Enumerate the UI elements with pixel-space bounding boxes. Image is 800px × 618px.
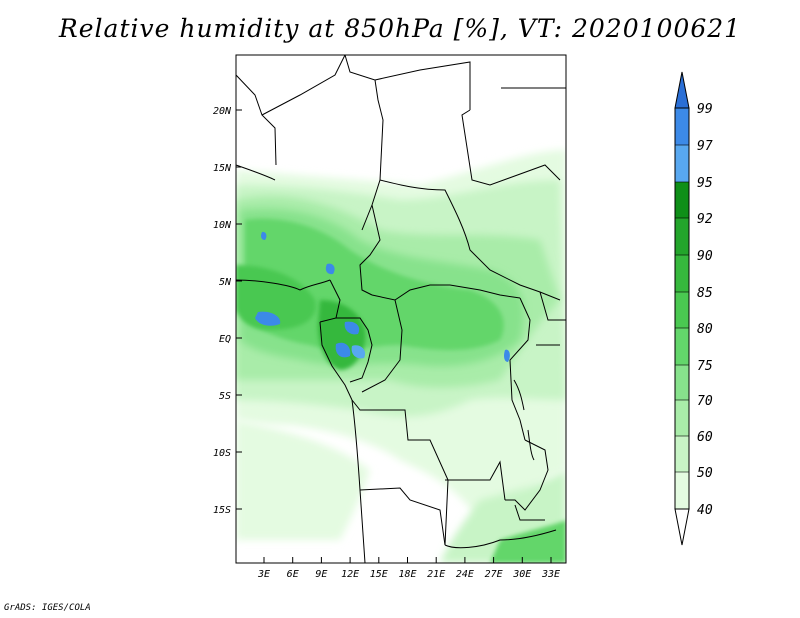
lon-tick-label: 15E bbox=[370, 569, 388, 580]
lon-tick-label: 30E bbox=[512, 569, 531, 580]
lat-tick-label: 15N bbox=[213, 163, 232, 174]
colorbar-label: 90 bbox=[697, 249, 713, 264]
colorbar-label: 75 bbox=[697, 359, 713, 374]
lat-tick-label: 5S bbox=[219, 391, 231, 402]
colorbar-label: 60 bbox=[697, 430, 713, 445]
lat-tick-label: EQ bbox=[219, 334, 231, 345]
colorbar-segment bbox=[675, 218, 689, 255]
lon-tick-label: 12E bbox=[341, 569, 359, 580]
lat-tick-label: 10N bbox=[213, 220, 232, 231]
colorbar-segment bbox=[675, 108, 689, 145]
longitude-axis: 3E 6E 9E 12E 15E 18E 21E 24E 27E 30E 33E bbox=[257, 557, 560, 580]
colorbar-label: 40 bbox=[697, 503, 713, 518]
lon-tick-label: 33E bbox=[541, 569, 560, 580]
colorbar-bottom-arrow bbox=[674, 508, 690, 546]
lon-tick-label: 6E bbox=[287, 569, 299, 580]
colorbar-top-arrow bbox=[674, 71, 690, 109]
latitude-axis: 20N 15N 10N 5N EQ 5S 10S 15S bbox=[213, 106, 242, 516]
credit-label: GrADS: IGES/COLA bbox=[4, 603, 91, 613]
colorbar-label: 95 bbox=[697, 176, 713, 191]
colorbar-segment bbox=[675, 292, 689, 328]
colorbar-segment bbox=[675, 472, 689, 509]
colorbar-segment bbox=[675, 436, 689, 472]
colorbar-segment bbox=[675, 400, 689, 436]
lon-tick-label: 21E bbox=[427, 569, 445, 580]
colorbar-label: 70 bbox=[697, 394, 713, 409]
colorbar-segment bbox=[675, 145, 689, 182]
colorbar-label: 97 bbox=[697, 139, 713, 154]
colorbar-label: 50 bbox=[697, 466, 713, 481]
lat-tick-label: 10S bbox=[213, 448, 231, 459]
lat-tick-label: 5N bbox=[219, 277, 232, 288]
colorbar-label: 99 bbox=[697, 102, 713, 117]
lon-tick-label: 24E bbox=[456, 569, 474, 580]
map-title: Relative humidity at 850hPa [%], VT: 202… bbox=[58, 14, 742, 43]
colorbar-segment bbox=[675, 182, 689, 218]
lon-tick-label: 18E bbox=[398, 569, 416, 580]
colorbar-segment bbox=[675, 255, 689, 292]
lon-tick-label: 3E bbox=[257, 569, 270, 580]
lon-tick-label: 27E bbox=[485, 569, 503, 580]
colorbar-segment bbox=[675, 365, 689, 400]
colorbar-label: 85 bbox=[697, 286, 713, 301]
colorbar: 99 97 95 92 90 85 80 75 70 60 50 40 bbox=[674, 71, 713, 546]
lat-tick-label: 15S bbox=[213, 505, 231, 516]
lon-tick-label: 9E bbox=[315, 569, 327, 580]
lat-tick-label: 20N bbox=[213, 106, 232, 117]
colorbar-label: 92 bbox=[697, 212, 713, 227]
colorbar-label: 80 bbox=[697, 322, 713, 337]
plot-frame bbox=[235, 54, 567, 564]
colorbar-segment bbox=[675, 328, 689, 365]
country-borders bbox=[236, 55, 566, 563]
